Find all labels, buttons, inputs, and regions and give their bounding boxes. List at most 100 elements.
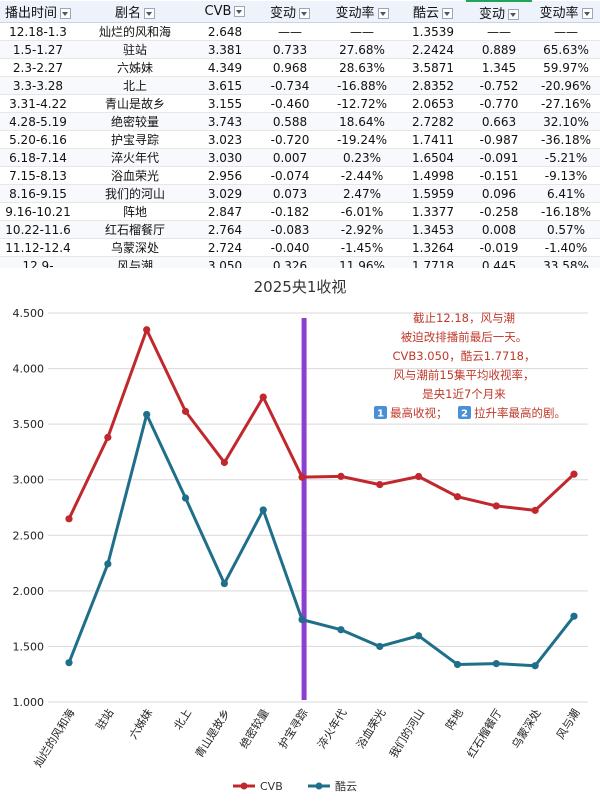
table-cell: —— [324, 22, 400, 41]
column-header-1: 剧名 [76, 1, 194, 23]
table-cell: -20.96% [532, 76, 600, 95]
table-cell: 0.588 [256, 112, 324, 131]
data-point [104, 433, 112, 441]
data-point [492, 660, 500, 668]
table-row: 3.31-4.22 青山是故乡 3.155 -0.460 -12.72% 2.0653 -0… [0, 94, 600, 113]
table-cell: 1.7411 [400, 130, 466, 149]
table-cell: 1.5-1.27 [0, 40, 76, 59]
annotation-line: 是央1近7个月来 [422, 387, 506, 401]
legend-swatch-marker [240, 782, 248, 790]
table-cell: 2.47% [324, 184, 400, 203]
table-cell: 红石榴餐厅 [76, 220, 194, 239]
table-cell: 2.3-2.27 [0, 58, 76, 77]
table-cell: 3.31-4.22 [0, 94, 76, 113]
table-cell: -2.44% [324, 166, 400, 185]
data-point [337, 626, 345, 634]
data-point [181, 494, 190, 502]
table-cell: 淬火年代 [76, 148, 194, 167]
table-cell: 0.096 [466, 184, 532, 203]
table-cell: 乌蒙深处 [76, 238, 194, 257]
data-point [415, 632, 423, 640]
table-cell: -0.091 [466, 148, 532, 167]
filter-dropdown-icon[interactable] [377, 8, 389, 19]
y-tick-label: 2.000 [13, 585, 45, 598]
table-cell: 2.8352 [400, 76, 466, 95]
y-tick-label: 4.500 [13, 307, 45, 320]
data-point [298, 616, 306, 624]
data-point [570, 470, 578, 478]
table-cell: 1.5959 [400, 184, 466, 203]
table-cell: 绝密较量 [76, 112, 194, 131]
legend-label: CVB [260, 780, 283, 793]
filter-dropdown-icon[interactable] [144, 8, 155, 19]
table-cell: -19.24% [324, 130, 400, 149]
table-cell: 11.12-12.4 [0, 238, 76, 257]
filter-dropdown-icon[interactable] [299, 8, 310, 19]
table-cell: -0.182 [256, 202, 324, 221]
table-cell: 浴血荣光 [76, 166, 194, 185]
table-cell: -9.13% [532, 166, 600, 185]
data-point [143, 326, 151, 334]
filter-dropdown-icon[interactable] [442, 8, 453, 19]
table-cell: 0.968 [256, 58, 324, 77]
table-cell: 5.20-6.16 [0, 130, 76, 149]
series-line-0 [67, 328, 576, 520]
table-body: 12.18-1.3 灿烂的风和海 2.648 —— —— 1.3539 —— —— 1.5-1.… [0, 22, 600, 275]
table-cell: 驻站 [76, 40, 194, 59]
table-row: 12.18-1.3 灿烂的风和海 2.648 —— —— 1.3539 —— —— [0, 22, 600, 41]
table-cell: 7.15-8.13 [0, 166, 76, 185]
table-cell: 2.956 [194, 166, 256, 185]
table-cell: 1.3377 [400, 202, 466, 221]
y-tick-label: 1.000 [13, 696, 45, 709]
column-header-label: 变动 [478, 6, 505, 22]
data-point [531, 506, 539, 514]
data-point [453, 493, 462, 501]
table-cell: -0.720 [256, 130, 324, 149]
column-header-6: 变动 [466, 0, 532, 23]
number-badge-2 [458, 406, 471, 419]
table-cell: 六姊妹 [76, 58, 194, 77]
table-row: 2.3-2.27 六姊妹 4.349 0.968 28.63% 3.5871 1.345 59… [0, 58, 600, 77]
table-cell: 9.16-10.21 [0, 202, 76, 221]
column-header-4: 变动率 [324, 1, 400, 23]
table-cell: 阵地 [76, 202, 194, 221]
table-row: 4.28-5.19 绝密较量 3.743 0.588 18.64% 2.7282 0.663… [0, 112, 600, 131]
y-tick-label: 3.000 [13, 474, 45, 487]
column-header-7: 变动率 [532, 1, 600, 23]
table-cell: 12.18-1.3 [0, 22, 76, 41]
data-point [104, 560, 112, 568]
filter-dropdown-icon[interactable] [508, 8, 519, 20]
table-cell: 3.381 [194, 40, 256, 59]
column-header-label: 播出时间 [4, 6, 57, 21]
filter-dropdown-icon[interactable] [60, 8, 71, 19]
table-cell: 2.648 [194, 22, 256, 41]
chart-title: 2025央1收视 [254, 278, 347, 296]
y-tick-label: 3.500 [13, 418, 45, 431]
table-row: 1.5-1.27 驻站 3.381 0.733 27.68% 2.2424 0.889 65.… [0, 40, 600, 59]
table-cell: 1.3264 [400, 238, 466, 257]
table-row: 7.15-8.13 浴血荣光 2.956 -0.074 -2.44% 1.4998 -0.1… [0, 166, 600, 185]
y-tick-label: 1.500 [13, 640, 45, 653]
table-cell: 2.2424 [400, 40, 466, 59]
table-cell: 0.663 [466, 112, 532, 131]
column-header-2: CVB [194, 1, 256, 23]
table-cell: 1.3453 [400, 220, 466, 239]
data-point [259, 506, 267, 514]
annotation-item-1: 最高收视； [390, 406, 448, 420]
table-cell: 我们的河山 [76, 184, 194, 203]
table-cell: -0.083 [256, 220, 324, 239]
table-cell: 1.3539 [400, 22, 466, 41]
table-cell: 0.57% [532, 220, 600, 239]
table-cell: 0.073 [256, 184, 324, 203]
filter-dropdown-icon[interactable] [234, 6, 246, 17]
table-cell: 1.6504 [400, 148, 466, 167]
data-point [259, 393, 267, 401]
table-cell: -0.752 [466, 76, 532, 95]
table-cell: 3.743 [194, 112, 256, 131]
column-header-label: 变动 [269, 6, 296, 21]
series-line-1 [67, 412, 576, 668]
filter-dropdown-icon[interactable] [581, 8, 593, 19]
data-point [181, 407, 190, 415]
table-cell: 0.23% [324, 148, 400, 167]
table-row: 10.22-11.6 红石榴餐厅 2.764 -0.083 -2.92% 1.3453 0.… [0, 220, 600, 239]
